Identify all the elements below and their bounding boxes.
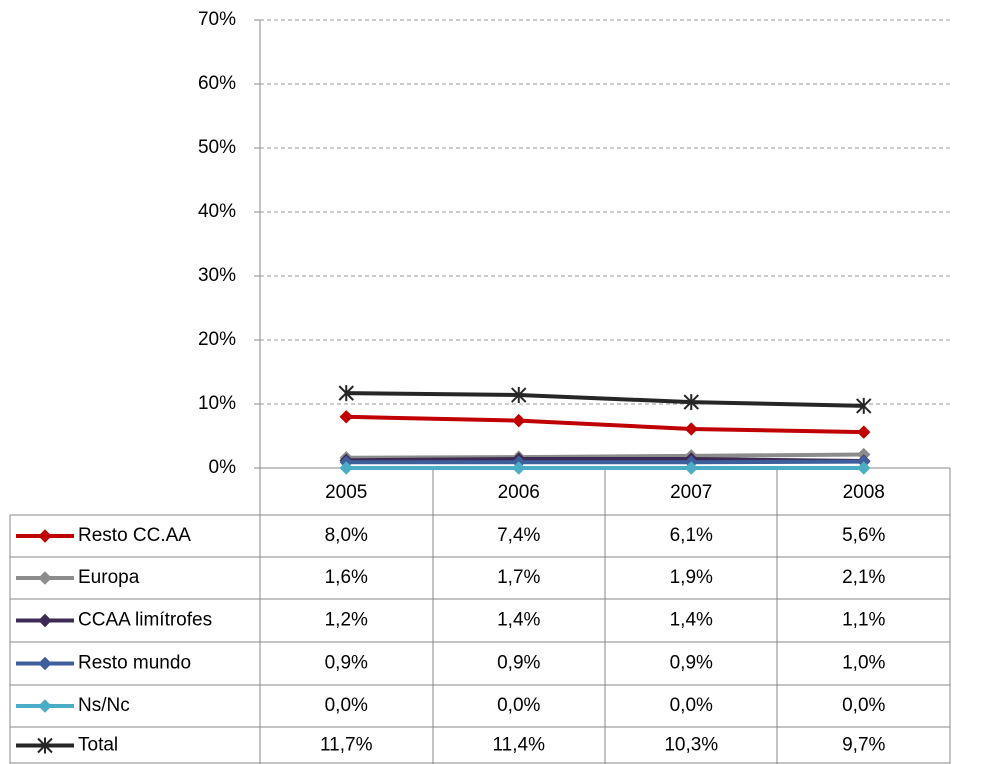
x-tick-label: 2008: [843, 482, 885, 503]
marker: [511, 387, 527, 404]
table-value: 0,0%: [670, 695, 713, 716]
y-tick-label: 40%: [198, 201, 236, 222]
series-line: [346, 414, 864, 435]
table-value: 5,6%: [842, 525, 885, 546]
table-value: 11,7%: [320, 735, 373, 756]
y-tick-label: 30%: [198, 265, 236, 286]
marker: [512, 461, 526, 475]
table-value: 0,9%: [670, 653, 713, 674]
y-tick-label: 0%: [209, 457, 237, 478]
legend-marker: [38, 656, 52, 671]
legend-label: Europa: [78, 567, 140, 588]
table-value: 1,9%: [670, 567, 713, 588]
table-value: 8,0%: [325, 525, 368, 546]
legend-label: Resto mundo: [78, 653, 191, 674]
table-value: 7,4%: [497, 525, 540, 546]
y-tick-label: 70%: [198, 9, 236, 30]
table-value: 0,9%: [325, 653, 368, 674]
legend-label: CCAA limítrofes: [78, 610, 212, 631]
series: [338, 385, 872, 414]
table-value: 0,9%: [497, 653, 540, 674]
table-value: 1,7%: [497, 567, 540, 588]
legend-label: Resto CC.AA: [78, 525, 191, 546]
legend-label: Total: [78, 735, 118, 756]
y-tick-label: 60%: [198, 73, 236, 94]
marker: [684, 422, 698, 436]
table-value: 1,4%: [670, 610, 713, 631]
table-value: 1,1%: [842, 610, 885, 631]
marker: [856, 397, 872, 414]
legend-marker: [38, 613, 52, 628]
table-value: 1,2%: [325, 610, 368, 631]
table-value: 0,0%: [325, 695, 368, 716]
y-tick-label: 20%: [198, 329, 236, 350]
legend-marker: [37, 737, 53, 754]
table-value: 0,0%: [842, 695, 885, 716]
x-tick-label: 2005: [325, 482, 367, 503]
table-value: 11,4%: [493, 735, 546, 756]
series: [339, 461, 871, 475]
table-value: 1,0%: [842, 653, 885, 674]
series: [339, 410, 871, 439]
legend-label: Ns/Nc: [78, 695, 130, 716]
series-line: [346, 459, 864, 465]
legend-marker: [38, 571, 52, 585]
marker: [338, 385, 354, 402]
marker: [683, 394, 699, 411]
marker: [857, 425, 871, 439]
table-value: 1,6%: [325, 567, 368, 588]
y-tick-label: 10%: [198, 393, 236, 414]
x-tick-label: 2006: [498, 482, 540, 503]
table-value: 10,3%: [664, 735, 718, 756]
y-tick-label: 50%: [198, 137, 236, 158]
marker: [339, 461, 353, 475]
x-tick-label: 2007: [670, 482, 712, 503]
legend-marker: [38, 529, 52, 543]
table-value: 0,0%: [497, 695, 540, 716]
marker: [339, 410, 353, 424]
table-value: 1,4%: [497, 610, 540, 631]
table-value: 2,1%: [842, 567, 885, 588]
table-value: 9,7%: [842, 735, 885, 756]
table-frame: [9, 20, 951, 764]
marker: [684, 461, 698, 475]
series-line: [346, 452, 864, 460]
legend-marker: [38, 699, 52, 713]
marker: [857, 461, 871, 475]
table-value: 6,1%: [670, 525, 713, 546]
series-line: [346, 391, 864, 408]
marker: [512, 413, 526, 428]
